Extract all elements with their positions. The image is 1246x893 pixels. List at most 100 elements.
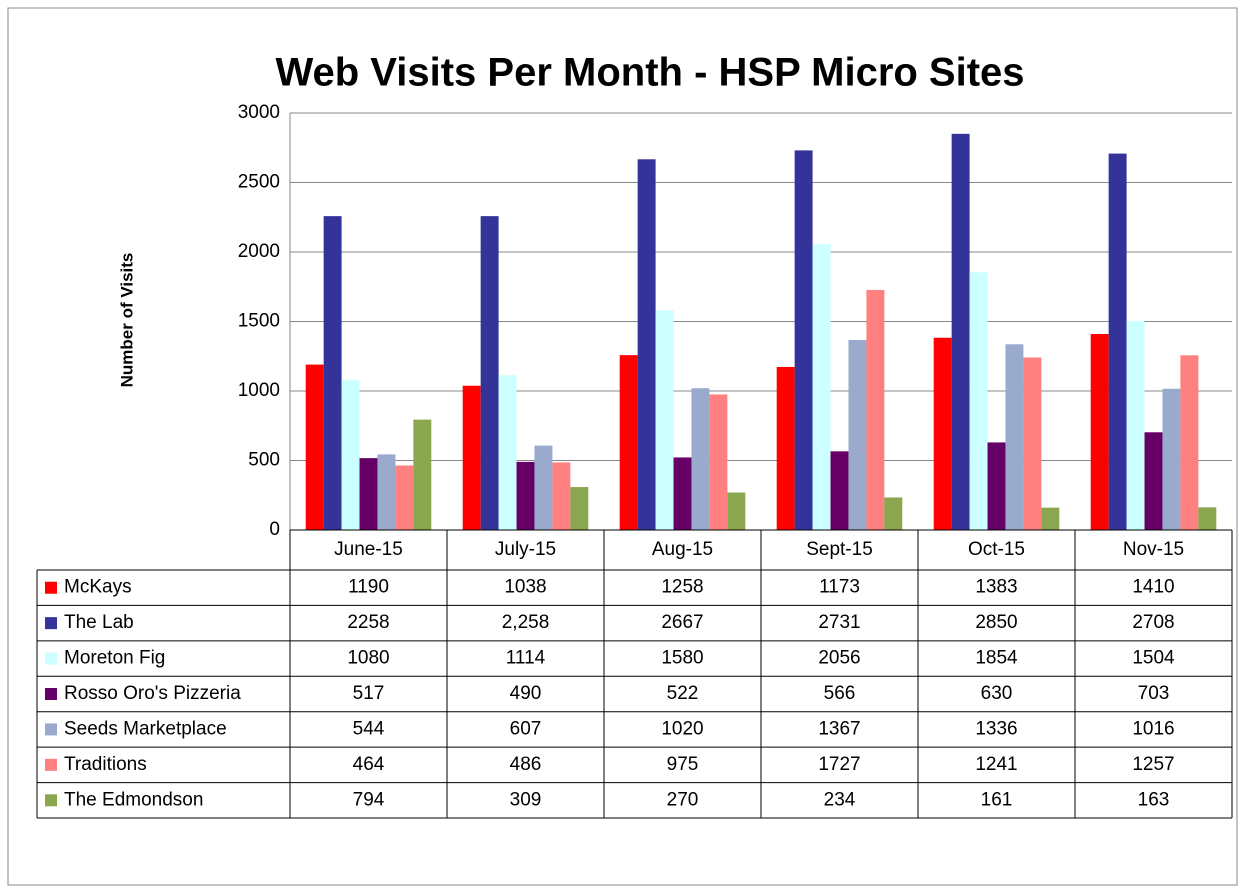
bar [709, 394, 728, 530]
bar [395, 465, 414, 530]
bar [570, 487, 589, 530]
table-cell: 2667 [661, 612, 703, 633]
table-cell: 975 [667, 754, 699, 775]
table-cell: 703 [1138, 683, 1170, 704]
bar [1180, 355, 1199, 530]
y-tick-label: 0 [269, 519, 280, 540]
legend-label: McKays [64, 577, 132, 598]
legend-label: The Lab [64, 612, 134, 633]
legend-label: Seeds Marketplace [64, 718, 227, 739]
table-cell: 163 [1138, 789, 1170, 810]
table-cell: 1367 [818, 718, 860, 739]
x-tick-label: Nov-15 [1123, 539, 1184, 560]
bar [866, 289, 885, 530]
table-cell: 2258 [347, 612, 389, 633]
legend-swatch [45, 758, 57, 771]
x-tick-label: June-15 [334, 539, 403, 560]
bar [884, 497, 903, 530]
bar [987, 442, 1006, 530]
bar [727, 492, 746, 530]
table-cell: 1173 [819, 577, 860, 598]
legend-label: Moreton Fig [64, 648, 165, 669]
bar [830, 451, 849, 530]
table-cell: 1336 [975, 718, 1017, 739]
table-cell: 1114 [506, 648, 546, 669]
table-cell: 517 [353, 683, 385, 704]
table-cell: 2850 [975, 612, 1017, 633]
bar [341, 379, 360, 530]
bar [1198, 507, 1217, 530]
y-tick-label: 3000 [238, 102, 280, 123]
legend-label: The Edmondson [64, 789, 203, 810]
chart-title: Web Visits Per Month - HSP Micro Sites [275, 51, 1024, 95]
table-cell: 1854 [975, 648, 1018, 669]
table-cell: 630 [981, 683, 1013, 704]
table-cell: 1038 [504, 577, 546, 598]
table-cell: 490 [510, 683, 542, 704]
bar [462, 385, 481, 530]
table-cell: 1080 [347, 648, 389, 669]
table-cell: 566 [824, 683, 856, 704]
bar [377, 454, 396, 530]
table-cell: 486 [510, 754, 542, 775]
bar [655, 310, 674, 530]
legend-label: Traditions [64, 754, 147, 775]
bar [534, 445, 553, 530]
bar [1090, 334, 1109, 530]
table-cell: 1410 [1132, 577, 1174, 598]
x-tick-label: Oct-15 [968, 539, 1025, 560]
table-cell: 1580 [661, 648, 703, 669]
bar [933, 337, 952, 530]
bar [1041, 507, 1060, 530]
table-cell: 1020 [661, 718, 703, 739]
table-cell: 1241 [975, 754, 1017, 775]
table-cell: 161 [981, 789, 1013, 810]
bar [848, 339, 867, 530]
bar [516, 461, 535, 530]
table-cell: 2708 [1132, 612, 1174, 633]
bar [1005, 344, 1024, 530]
y-tick-label: 1000 [238, 380, 280, 401]
x-tick-label: Aug-15 [652, 539, 713, 560]
bar [480, 216, 499, 530]
bar [794, 150, 813, 531]
bar [1144, 432, 1163, 530]
table-cell: 1257 [1132, 754, 1174, 775]
y-tick-label: 2500 [238, 172, 280, 193]
bar [691, 388, 710, 530]
table-cell: 1190 [348, 577, 389, 598]
table-cell: 2731 [818, 612, 860, 633]
table-cell: 1258 [661, 577, 703, 598]
table-cell: 234 [824, 789, 856, 810]
bar [413, 419, 432, 530]
table-cell: 270 [667, 789, 699, 810]
table-cell: 2,258 [502, 612, 550, 633]
x-tick-label: Sept-15 [806, 539, 873, 560]
table-cell: 607 [510, 718, 542, 739]
bar [305, 364, 324, 530]
y-tick-label: 1500 [238, 311, 280, 332]
table-cell: 1383 [975, 577, 1017, 598]
bar [951, 133, 970, 530]
table-cell: 309 [510, 789, 542, 810]
legend-swatch [45, 652, 57, 665]
bar [969, 272, 988, 530]
legend-swatch [45, 723, 57, 736]
bar [812, 244, 831, 530]
legend-label: Rosso Oro's Pizzeria [64, 683, 241, 704]
table-cell: 794 [353, 789, 385, 810]
bar [619, 355, 638, 530]
y-tick-label: 500 [248, 450, 280, 471]
table-cell: 522 [667, 683, 699, 704]
table-cell: 1016 [1132, 718, 1174, 739]
bar [359, 458, 378, 530]
bar [1023, 357, 1042, 530]
table-cell: 464 [353, 754, 385, 775]
bar [637, 159, 656, 531]
bar [552, 462, 571, 530]
legend-swatch [45, 581, 57, 594]
y-tick-label: 2000 [238, 241, 280, 262]
bar [498, 375, 517, 530]
legend-swatch [45, 794, 57, 807]
